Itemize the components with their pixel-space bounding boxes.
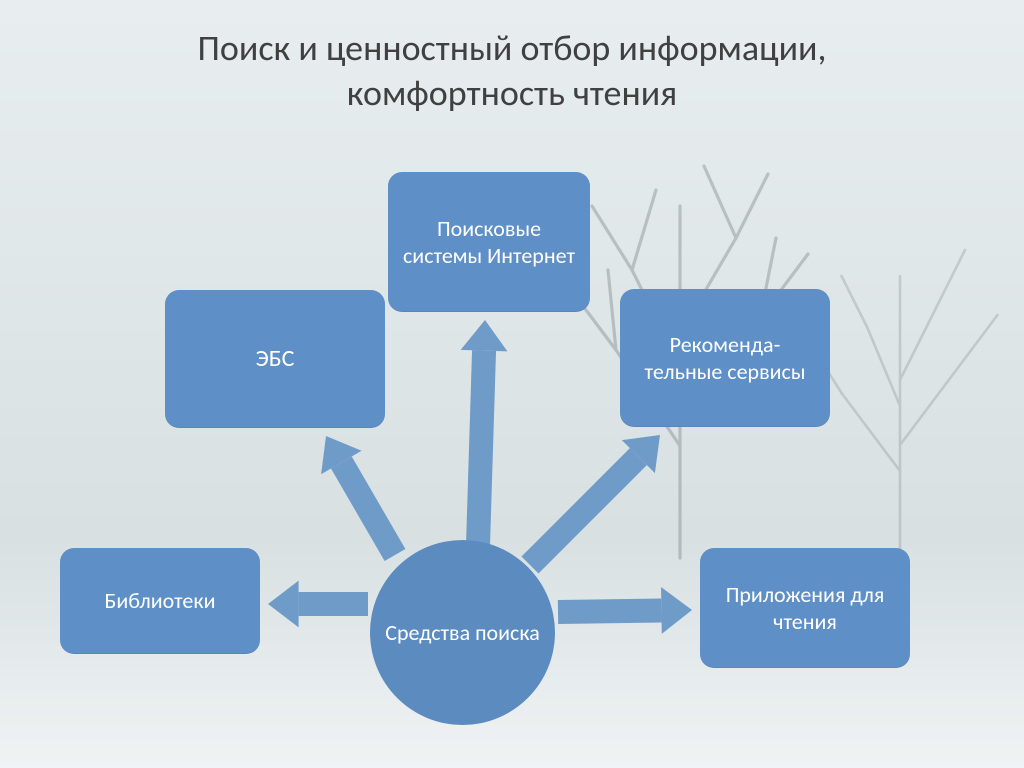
arrow-shaft: [341, 462, 395, 555]
node-center: Средства поиска: [370, 540, 555, 725]
arrow-shaft: [478, 351, 484, 545]
arrow-head: [268, 581, 299, 628]
node-apps: Приложения для чтения: [700, 548, 910, 668]
node-ebs: ЭБС: [165, 290, 385, 428]
arrow-head: [461, 320, 508, 351]
node-lib: Библиотеки: [60, 548, 260, 654]
arrow-head: [661, 587, 692, 634]
arrow-shaft: [530, 457, 638, 565]
diagram-canvas: Библиотеки ЭБСПоисковые системы ИнтернетР…: [0, 0, 1024, 768]
node-search: Поисковые системы Интернет: [388, 172, 590, 312]
node-rec: Рекоменда- тельные сервисы: [620, 289, 830, 427]
arrow-shaft: [558, 610, 661, 612]
